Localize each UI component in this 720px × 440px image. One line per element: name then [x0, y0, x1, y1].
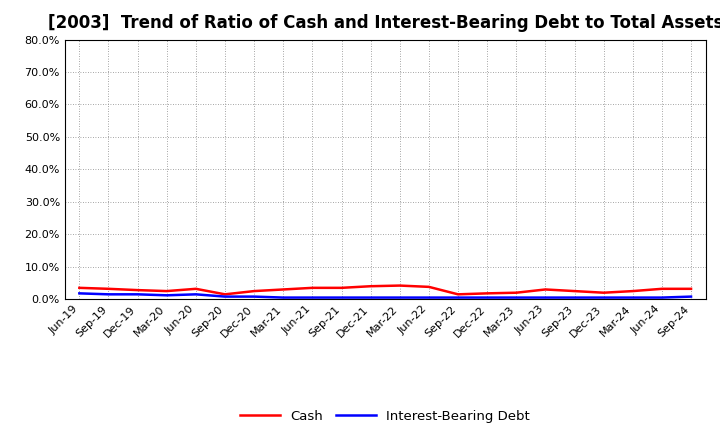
- Cash: [425, 284, 433, 290]
- Interest-Bearing Debt: [192, 292, 200, 297]
- Cash: [104, 286, 113, 291]
- Cash: [483, 291, 492, 296]
- Interest-Bearing Debt: [104, 292, 113, 297]
- Cash: [279, 287, 287, 292]
- Cash: [657, 286, 666, 291]
- Interest-Bearing Debt: [483, 295, 492, 300]
- Cash: [163, 289, 171, 294]
- Interest-Bearing Debt: [308, 295, 317, 300]
- Cash: [512, 290, 521, 295]
- Legend: Cash, Interest-Bearing Debt: Cash, Interest-Bearing Debt: [235, 404, 536, 428]
- Cash: [629, 289, 637, 294]
- Cash: [687, 286, 696, 291]
- Interest-Bearing Debt: [337, 295, 346, 300]
- Cash: [220, 292, 229, 297]
- Interest-Bearing Debt: [570, 295, 579, 300]
- Cash: [308, 285, 317, 290]
- Line: Cash: Cash: [79, 286, 691, 294]
- Interest-Bearing Debt: [454, 295, 462, 300]
- Cash: [250, 289, 258, 294]
- Cash: [570, 289, 579, 294]
- Cash: [395, 283, 404, 288]
- Interest-Bearing Debt: [163, 293, 171, 298]
- Cash: [599, 290, 608, 295]
- Interest-Bearing Debt: [425, 295, 433, 300]
- Interest-Bearing Debt: [220, 294, 229, 299]
- Interest-Bearing Debt: [133, 292, 142, 297]
- Interest-Bearing Debt: [279, 295, 287, 300]
- Cash: [75, 285, 84, 290]
- Interest-Bearing Debt: [599, 295, 608, 300]
- Title: [2003]  Trend of Ratio of Cash and Interest-Bearing Debt to Total Assets: [2003] Trend of Ratio of Cash and Intere…: [48, 15, 720, 33]
- Cash: [541, 287, 550, 292]
- Interest-Bearing Debt: [395, 295, 404, 300]
- Interest-Bearing Debt: [629, 295, 637, 300]
- Interest-Bearing Debt: [250, 294, 258, 299]
- Cash: [192, 286, 200, 291]
- Interest-Bearing Debt: [512, 295, 521, 300]
- Cash: [366, 284, 375, 289]
- Interest-Bearing Debt: [366, 295, 375, 300]
- Interest-Bearing Debt: [75, 291, 84, 296]
- Cash: [337, 285, 346, 290]
- Cash: [133, 287, 142, 293]
- Interest-Bearing Debt: [541, 295, 550, 300]
- Interest-Bearing Debt: [657, 295, 666, 300]
- Interest-Bearing Debt: [687, 294, 696, 299]
- Cash: [454, 292, 462, 297]
- Line: Interest-Bearing Debt: Interest-Bearing Debt: [79, 293, 691, 297]
